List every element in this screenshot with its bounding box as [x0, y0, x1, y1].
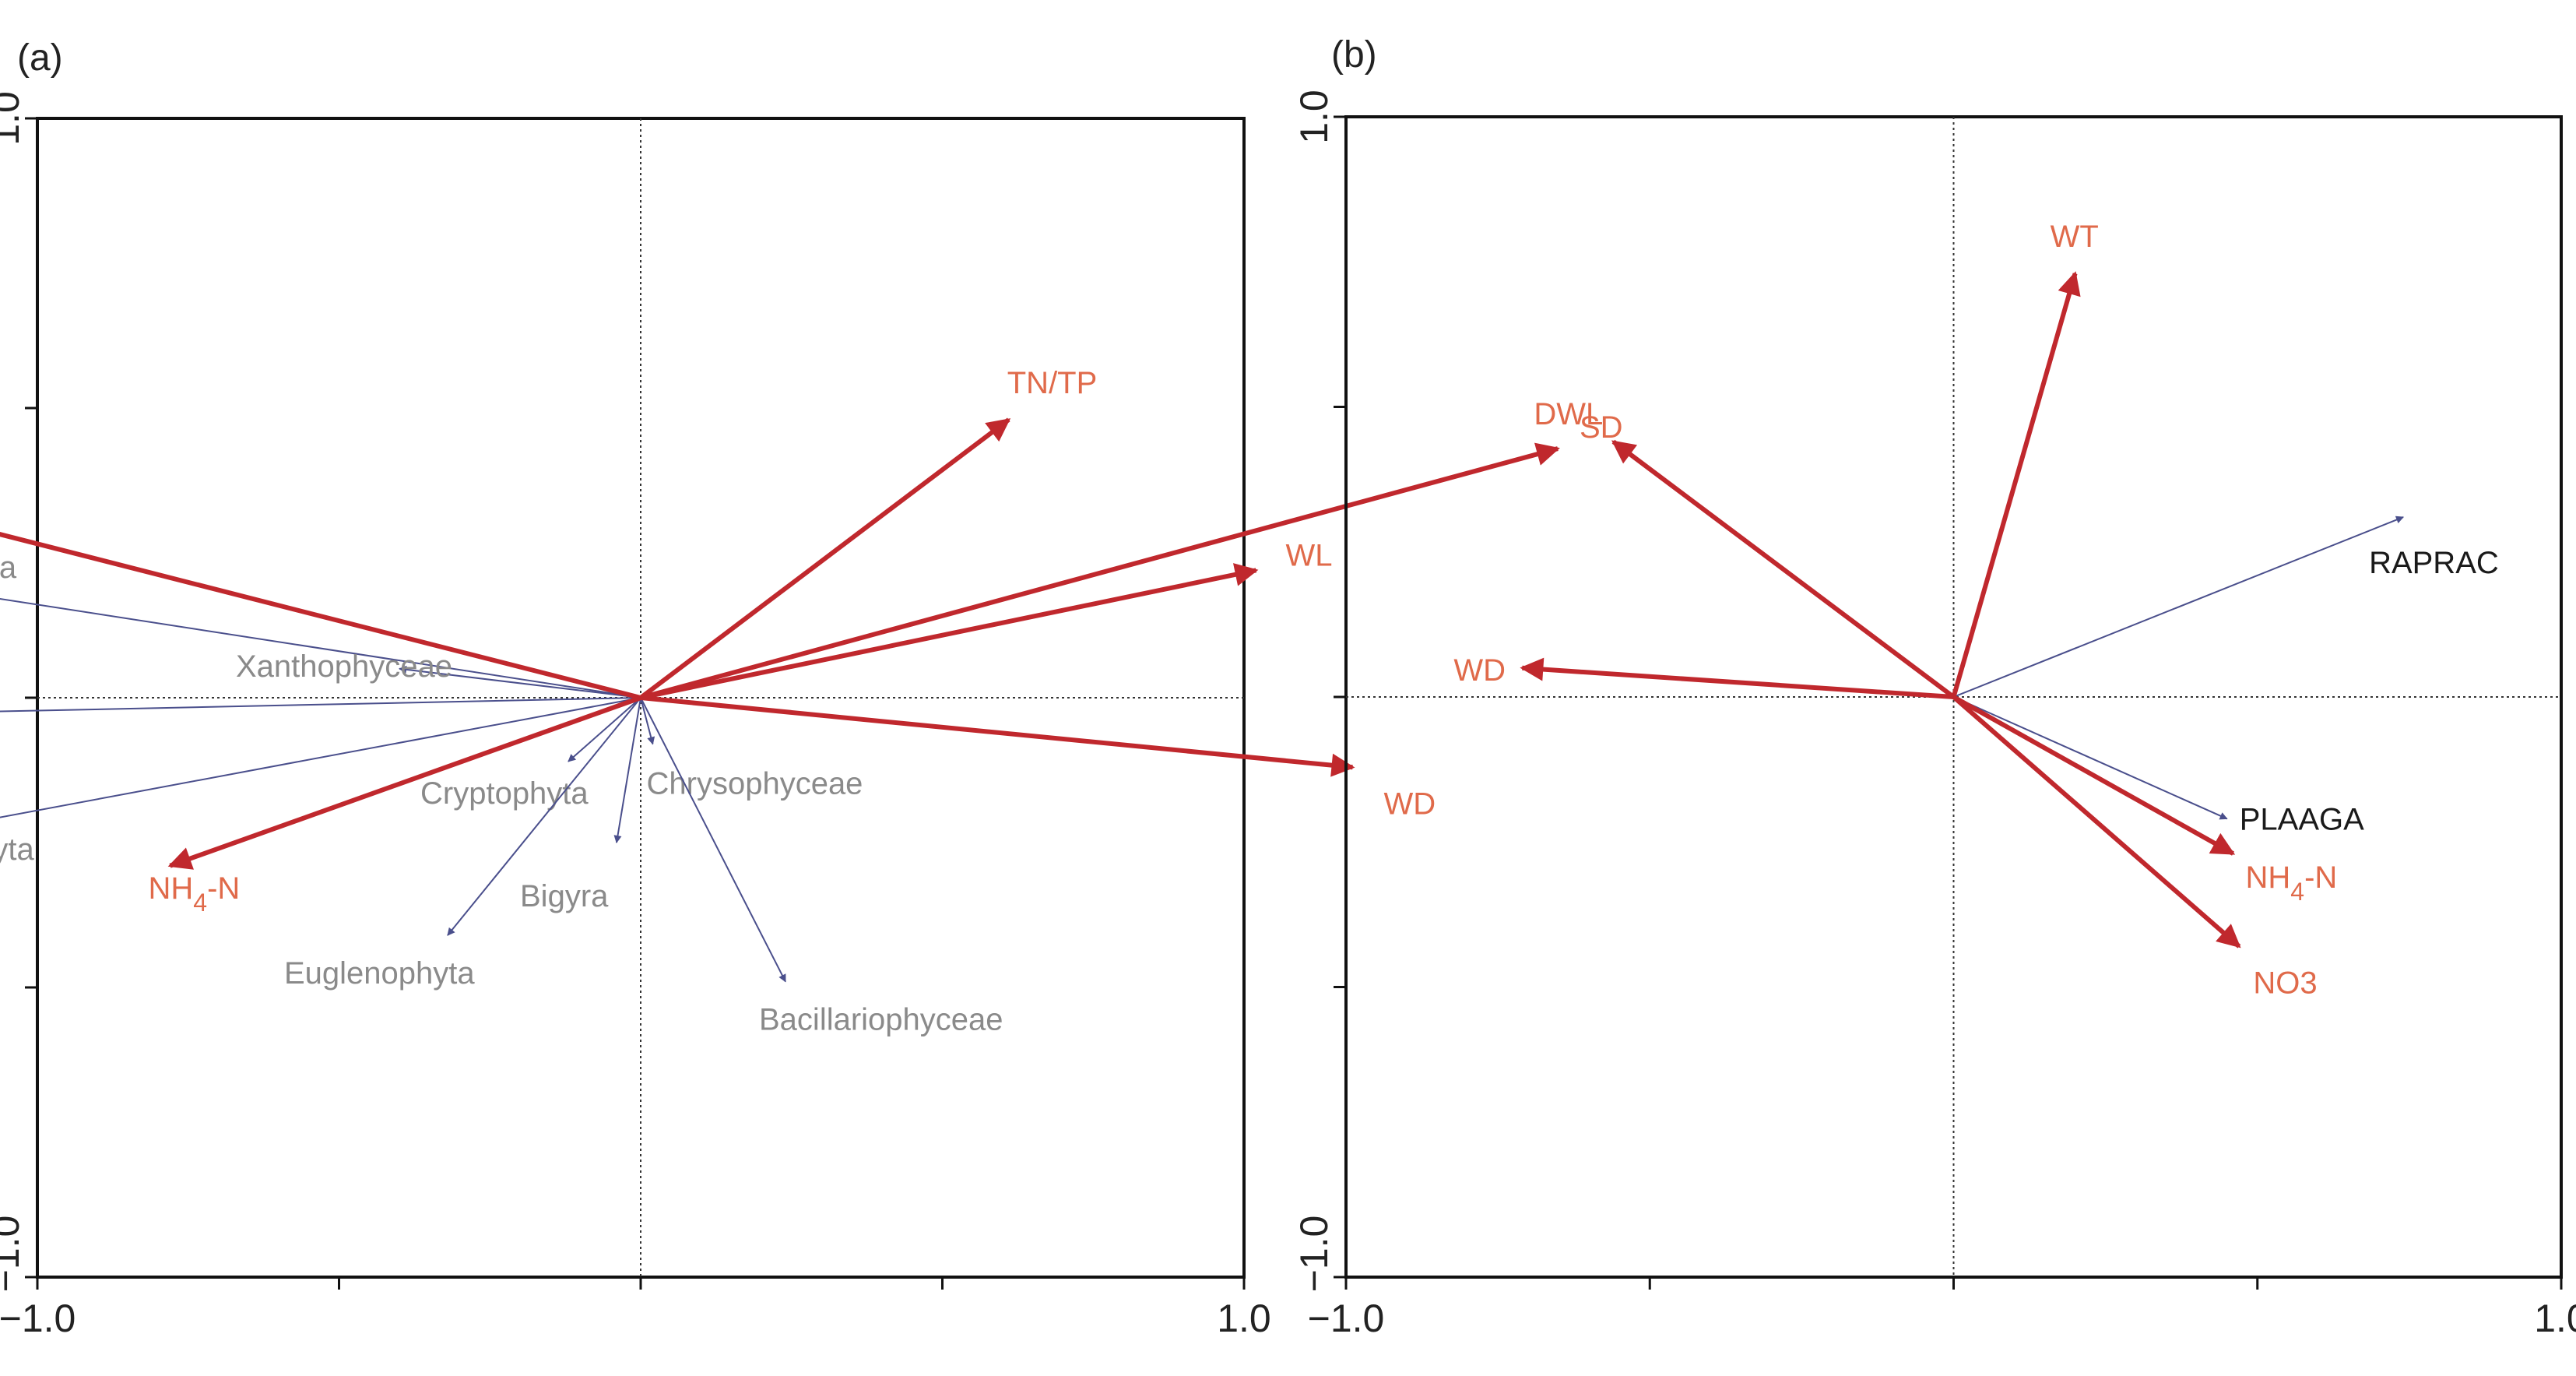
env-arrow [167, 695, 642, 870]
panel-a: (a)−1.01.01.0−1.0MyzozoaXanthophyceaeCya… [0, 37, 1623, 1340]
species-arrow [0, 697, 641, 818]
species-arrow [399, 665, 641, 699]
env-arrow [1520, 657, 1954, 699]
env-arrow [640, 695, 1355, 777]
env-label: DWL [1534, 397, 1603, 431]
species-arrow [640, 697, 655, 745]
species-label: RAPRAC [2369, 546, 2499, 580]
env-label: NH4-N [2246, 860, 2338, 906]
env-label: WD [1384, 787, 1436, 821]
env-label: WD [1453, 653, 1506, 688]
species-label: Chlorophyta [0, 832, 34, 867]
x-tick-label: −1.0 [0, 1297, 76, 1340]
species-arrow [447, 697, 641, 936]
env-arrow [639, 417, 1011, 700]
y-tick-label: 1.0 [0, 91, 27, 146]
species-label: Myzozoa [0, 551, 17, 585]
species-label: Cryptophyta [420, 776, 589, 811]
x-tick-label: 1.0 [2534, 1297, 2576, 1340]
panel-label: (b) [1331, 34, 1377, 76]
panel-b: (b) −1.0 1.0 1.0 −1.0 RAPRAC PLAAGA WT DWL WD NH4-… [1292, 34, 2576, 1340]
species-label: Bacillariophyceae [759, 1003, 1003, 1037]
env-label: SD [1580, 410, 1623, 445]
species-arrow [568, 697, 641, 762]
env-arrow [0, 532, 641, 700]
species-arrow [613, 697, 641, 843]
env-label: NO3 [2253, 966, 2317, 1000]
species-arrow [0, 598, 641, 699]
env-arrow [1951, 271, 2081, 698]
panel-label: (a) [17, 37, 63, 79]
env-label: WL [1286, 538, 1333, 572]
env-arrow [1611, 439, 1956, 699]
x-tick-label: −1.0 [1308, 1297, 1385, 1340]
species-label: Chrysophyceae [647, 767, 863, 801]
y-tick-label: 1.0 [1292, 90, 1336, 144]
species-arrow [640, 697, 786, 983]
env-arrow [1952, 695, 2241, 948]
species-label: PLAAGA [2240, 802, 2364, 836]
env-arrow [640, 563, 1259, 700]
species-label: Xanthophyceae [236, 649, 452, 684]
env-arrow [1952, 695, 2236, 856]
species-label: Euglenophyta [284, 956, 475, 991]
species-arrow [0, 697, 641, 713]
species-arrow [1953, 516, 2404, 698]
env-label: NH4-N [149, 871, 241, 917]
env-arrow [640, 442, 1560, 700]
env-label: TN/TP [1007, 366, 1098, 400]
env-label: WT [2051, 220, 2099, 254]
x-tick-label: 1.0 [1217, 1297, 1271, 1340]
y-tick-label: −1.0 [0, 1216, 27, 1293]
species-label: Bigyra [520, 879, 609, 913]
species-arrow [1953, 696, 2228, 820]
y-tick-label: −1.0 [1292, 1216, 1336, 1293]
